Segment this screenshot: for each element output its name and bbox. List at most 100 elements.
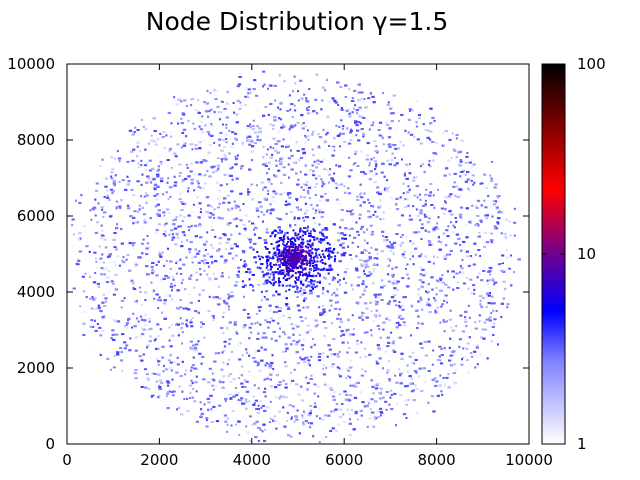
heatmap-cell — [111, 192, 114, 195]
heatmap-cell — [268, 161, 271, 164]
heatmap-cell — [125, 382, 128, 384]
heatmap-cell — [220, 149, 224, 152]
heatmap-cell — [490, 306, 494, 309]
heatmap-cell — [249, 123, 252, 126]
heatmap-cell — [419, 296, 422, 299]
heatmap-cell — [339, 283, 341, 286]
heatmap-cell — [415, 100, 418, 103]
heatmap-cell — [376, 252, 379, 255]
heatmap-cell — [372, 425, 375, 428]
heatmap-cell — [199, 128, 203, 131]
heatmap-cell — [438, 248, 442, 251]
heatmap-cell — [255, 94, 259, 97]
heatmap-cell — [244, 103, 247, 106]
heatmap-cell — [403, 296, 407, 299]
heatmap-cell — [272, 271, 276, 274]
heatmap-cell — [427, 130, 430, 132]
heatmap-cell — [360, 98, 364, 101]
heatmap-cell — [334, 182, 338, 185]
heatmap-cell — [249, 126, 252, 129]
heatmap-cell — [365, 405, 369, 408]
heatmap-cell — [428, 241, 432, 244]
heatmap-cell — [380, 299, 384, 301]
heatmap-cell — [427, 230, 431, 233]
heatmap-cell — [408, 214, 411, 217]
heatmap-cell — [263, 197, 267, 200]
heatmap-cell — [364, 263, 368, 266]
heatmap-cell — [77, 238, 80, 240]
heatmap-cell — [391, 112, 395, 114]
heatmap-cell — [486, 357, 489, 360]
heatmap-cell — [108, 199, 111, 201]
heatmap-cell — [268, 167, 270, 170]
heatmap-cell — [459, 206, 464, 209]
heatmap-cell — [429, 122, 433, 125]
heatmap-cell — [234, 155, 238, 158]
heatmap-cell — [165, 395, 168, 398]
heatmap-cell — [150, 395, 153, 398]
heatmap-cell — [424, 203, 427, 206]
heatmap-cell — [501, 211, 504, 214]
heatmap-cell — [111, 333, 115, 336]
heatmap-cell — [472, 183, 475, 186]
heatmap-cell — [342, 254, 346, 257]
heatmap-cell — [124, 188, 128, 191]
heatmap-cell — [266, 172, 268, 175]
heatmap-cell — [267, 87, 269, 90]
heatmap-cell — [348, 234, 351, 237]
heatmap-cell — [360, 414, 363, 417]
heatmap-cell — [373, 418, 376, 421]
heatmap-cell — [153, 140, 157, 143]
heatmap-cell — [260, 346, 263, 349]
heatmap-cell — [221, 386, 225, 389]
heatmap-cell — [309, 426, 312, 429]
heatmap-cell — [329, 430, 333, 433]
heatmap-cell — [157, 195, 161, 198]
heatmap-cell — [338, 279, 341, 282]
heatmap-cell — [143, 313, 147, 316]
heatmap-cell — [226, 430, 229, 433]
heatmap-cell — [111, 168, 115, 171]
heatmap-cell — [354, 162, 357, 164]
heatmap-cell — [321, 228, 325, 231]
heatmap-cell — [456, 364, 459, 367]
heatmap-cell — [237, 266, 241, 269]
heatmap-cell — [156, 175, 160, 178]
heatmap-cell — [225, 248, 228, 251]
heatmap-cell — [339, 132, 342, 135]
heatmap-cell — [202, 262, 206, 265]
heatmap-cell — [330, 388, 334, 391]
heatmap-cell — [399, 394, 403, 396]
heatmap-cell — [221, 160, 224, 163]
heatmap-cell — [187, 175, 191, 178]
heatmap-cell — [465, 236, 469, 239]
heatmap-cell — [154, 143, 158, 146]
heatmap-cell — [358, 114, 361, 117]
heatmap-cell — [285, 347, 289, 350]
heatmap-cell — [296, 199, 298, 202]
heatmap-cell — [416, 196, 419, 199]
heatmap-cell — [353, 236, 357, 239]
heatmap-cell — [278, 335, 281, 338]
heatmap-cell — [203, 336, 206, 339]
heatmap-cell — [209, 108, 213, 111]
heatmap-cell — [400, 304, 404, 307]
heatmap-cell — [439, 277, 443, 280]
heatmap-cell — [357, 91, 361, 94]
heatmap-cell — [357, 83, 361, 86]
heatmap-cell — [434, 311, 438, 314]
heatmap-cell — [412, 263, 415, 266]
heatmap-cell — [296, 304, 300, 307]
heatmap-cell — [184, 202, 187, 205]
heatmap-cell — [465, 155, 469, 158]
heatmap-cell — [136, 129, 140, 131]
heatmap-cell — [259, 323, 262, 326]
heatmap-cell — [444, 294, 448, 297]
heatmap-cell — [304, 125, 307, 128]
heatmap-cell — [382, 211, 385, 214]
heatmap-cell — [194, 144, 198, 146]
heatmap-cell — [474, 366, 477, 369]
heatmap-cell — [134, 369, 138, 372]
heatmap-cell — [368, 164, 371, 167]
heatmap-cell — [170, 391, 174, 393]
